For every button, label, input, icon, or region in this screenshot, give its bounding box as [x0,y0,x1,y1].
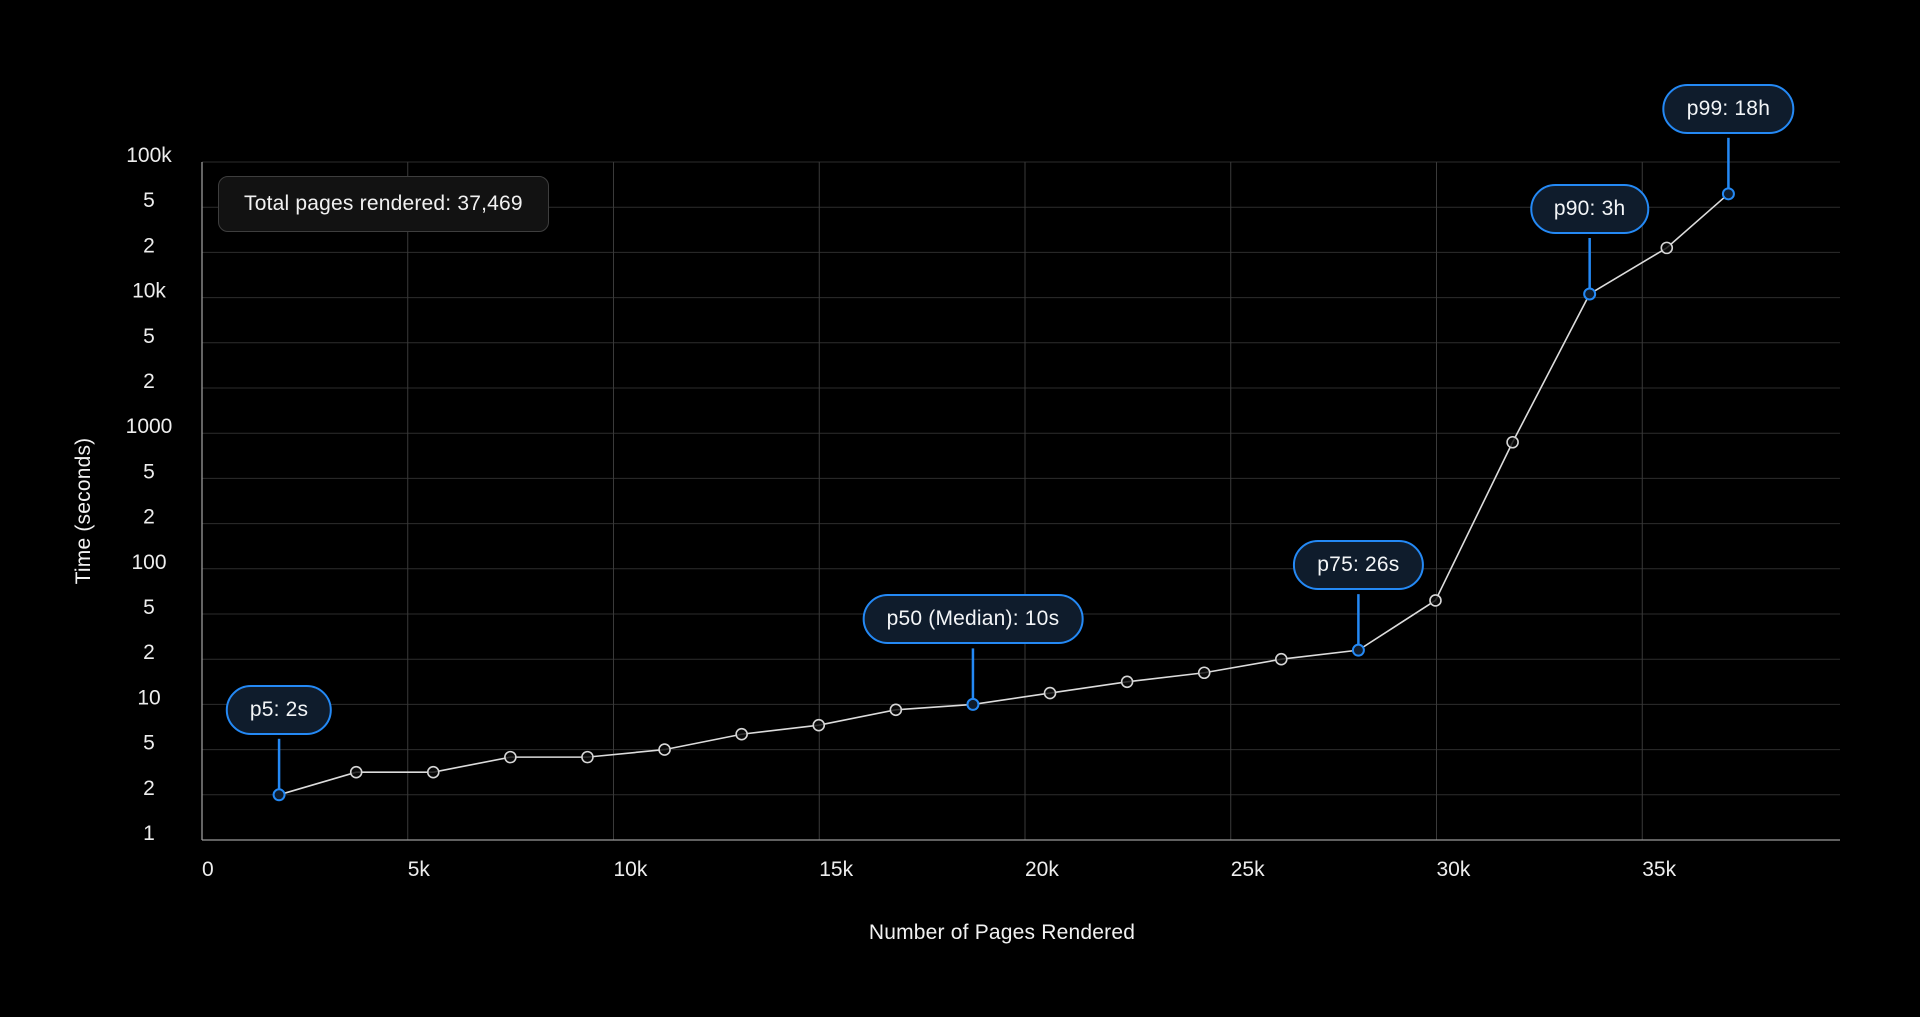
percentile-line [278,193,1729,796]
data-point-marker-p95[interactable] [1660,241,1674,255]
x-tick-label: 35k [1642,858,1676,881]
x-tick-label: 0 [202,858,214,881]
data-point-marker-p65[interactable] [1197,666,1211,680]
y-tick-label: 5 [143,325,155,348]
data-point-marker-p30[interactable] [658,743,671,756]
data-point-marker-p35[interactable] [735,727,748,741]
y-tick-label: 100k [126,144,172,167]
data-point-marker-p20[interactable] [504,750,517,764]
y-tick-label: 5 [143,460,155,483]
data-point-marker-p40[interactable] [812,718,826,732]
y-tick-label: 5 [143,189,155,212]
y-tick-label: 1000 [126,415,173,438]
data-point-marker-p5[interactable] [272,788,286,802]
data-point-marker-p90[interactable] [1583,287,1597,301]
x-tick-label: 15k [819,858,853,881]
data-point-marker-p15[interactable] [426,765,440,779]
y-tick-label: 1 [143,822,155,845]
x-tick-label: 20k [1025,858,1059,881]
data-point-marker-p75[interactable] [1351,643,1365,657]
x-tick-label: 30k [1437,858,1471,881]
data-point-marker-p80[interactable] [1429,594,1442,607]
y-tick-label: 5 [143,732,155,755]
y-tick-label: 2 [143,506,155,529]
y-tick-label: 100 [131,551,166,574]
data-point-marker-p25[interactable] [581,750,594,764]
data-point-marker-p45[interactable] [889,703,903,717]
x-tick-label: 25k [1231,858,1265,881]
y-tick-label: 10 [137,686,160,709]
data-point-marker-p99[interactable] [1721,187,1735,201]
data-point-marker-p60[interactable] [1120,675,1134,689]
data-point-marker-p50[interactable] [966,697,980,711]
callout-p99: p99: 18h [1662,83,1795,134]
data-point-marker-p85[interactable] [1506,435,1519,449]
y-axis-title: Time (seconds) [72,437,95,585]
callout-p5: p5: 2s [225,684,333,735]
y-tick-label: 5 [143,596,155,619]
data-point-marker-p10[interactable] [349,765,363,779]
callout-p75: p75: 26s [1293,540,1424,591]
y-tick-label: 2 [143,777,155,800]
x-axis-title: Number of Pages Rendered [868,921,1136,944]
x-tick-label: 5k [408,858,431,881]
data-point-marker-p70[interactable] [1274,652,1288,666]
y-tick-label: 2 [143,234,155,257]
y-tick-label: 2 [143,370,155,393]
total-pages-box: Total pages rendered: 37,469 [218,176,549,232]
y-tick-label: 2 [143,641,155,664]
y-tick-label: 10k [132,280,166,303]
data-point-marker-p55[interactable] [1043,686,1057,700]
callout-p90: p90: 3h [1529,183,1650,234]
x-tick-label: 10k [614,858,648,881]
callout-p50: p50 (Median): 10s [862,594,1084,645]
